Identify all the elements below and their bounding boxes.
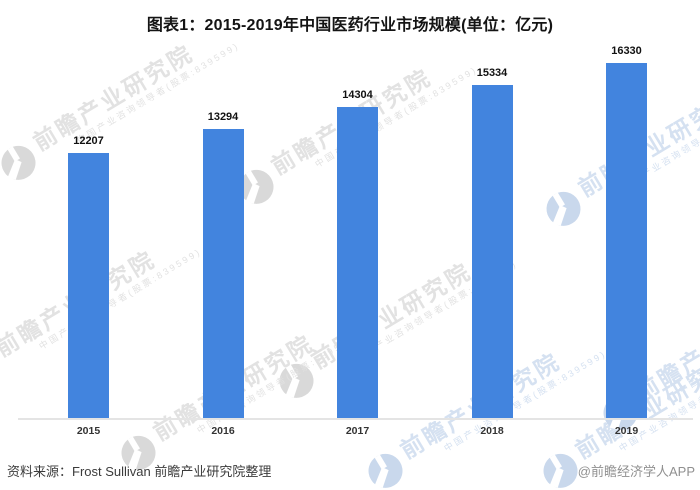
bar-value-label: 16330 — [611, 45, 642, 57]
chart-title: 图表1：2015-2019年中国医药行业市场规模(单位：亿元) — [146, 17, 554, 34]
bar-value-label: 13294 — [207, 111, 239, 123]
bar-2015 — [68, 153, 109, 418]
x-axis-label: 2016 — [211, 425, 235, 437]
x-axis-label: 2019 — [614, 425, 639, 437]
bar-2019 — [606, 63, 647, 418]
x-axis-label: 2015 — [76, 425, 101, 437]
bar-value-label: 15334 — [476, 67, 508, 79]
x-axis-label: 2018 — [480, 425, 504, 437]
bar-2016 — [202, 129, 244, 418]
x-axis-label: 2017 — [345, 425, 370, 437]
bar-2017 — [337, 107, 378, 418]
bar-value-label: 12207 — [73, 135, 104, 147]
credit-text: @前瞻经济学人APP — [577, 464, 695, 479]
bar-value-label: 14304 — [342, 89, 373, 101]
bar-2018 — [471, 85, 513, 418]
source-text: 资料来源：Frost Sullivan 前瞻产业研究院整理 — [7, 464, 272, 479]
x-axis-line — [18, 418, 693, 420]
